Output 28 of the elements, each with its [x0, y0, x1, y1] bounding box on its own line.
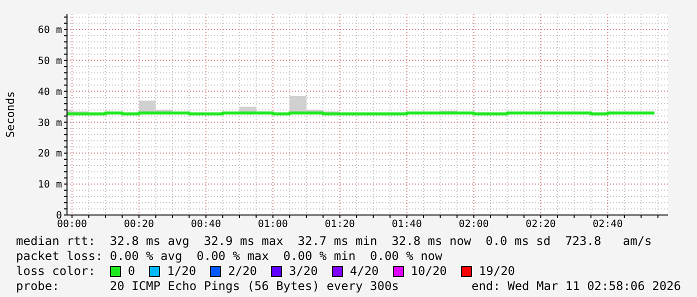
legend-label: 3/20 [288, 264, 318, 279]
x-tick-label: 01:40 [392, 219, 422, 230]
x-tick-label: 00:20 [124, 219, 154, 230]
y-tick-label: 50 m [38, 56, 62, 67]
legend-label: 19/20 [478, 264, 516, 279]
y-tick-label: 30 m [38, 118, 62, 129]
x-tick-label: 02:40 [592, 219, 623, 230]
legend-title: loss color: [16, 264, 96, 279]
x-tick-label: 02:00 [458, 219, 489, 230]
text: probe: 20 ICMP Echo Pings (56 Bytes) every 300s [16, 279, 399, 294]
x-tick-label: 02:20 [526, 219, 556, 230]
legend-label: 10/20 [410, 264, 447, 279]
legend-label: 4/20 [350, 264, 379, 279]
y-tick-label: 10 m [38, 180, 62, 191]
x-tick-label: 00:00 [56, 219, 88, 230]
y-tick-label: 40 m [38, 86, 62, 98]
y-tick-label: 20 m [38, 148, 62, 160]
legend-label: 2/20 [228, 264, 257, 279]
text: end: Wed Mar 11 02:58:06 2026 [471, 279, 681, 294]
legend-label: 1/20 [167, 264, 196, 279]
legend-label: 0 [128, 264, 136, 279]
y-tick-label: 60 m [38, 25, 62, 36]
x-tick-label: 01:20 [324, 219, 355, 230]
x-tick-label: 00:40 [190, 219, 221, 230]
y-axis-title: Seconds [4, 91, 17, 138]
text: packet loss: 0.00 % avg 0.00 % max 0.00 % min 0.00 % now [16, 249, 444, 264]
x-tick-label: 01:00 [258, 219, 288, 230]
text: median rtt: 32.8 ms avg 32.9 ms max 32.7 ms min 32.8 ms now 0.0 ms sd 723.8 am/s [16, 234, 653, 249]
